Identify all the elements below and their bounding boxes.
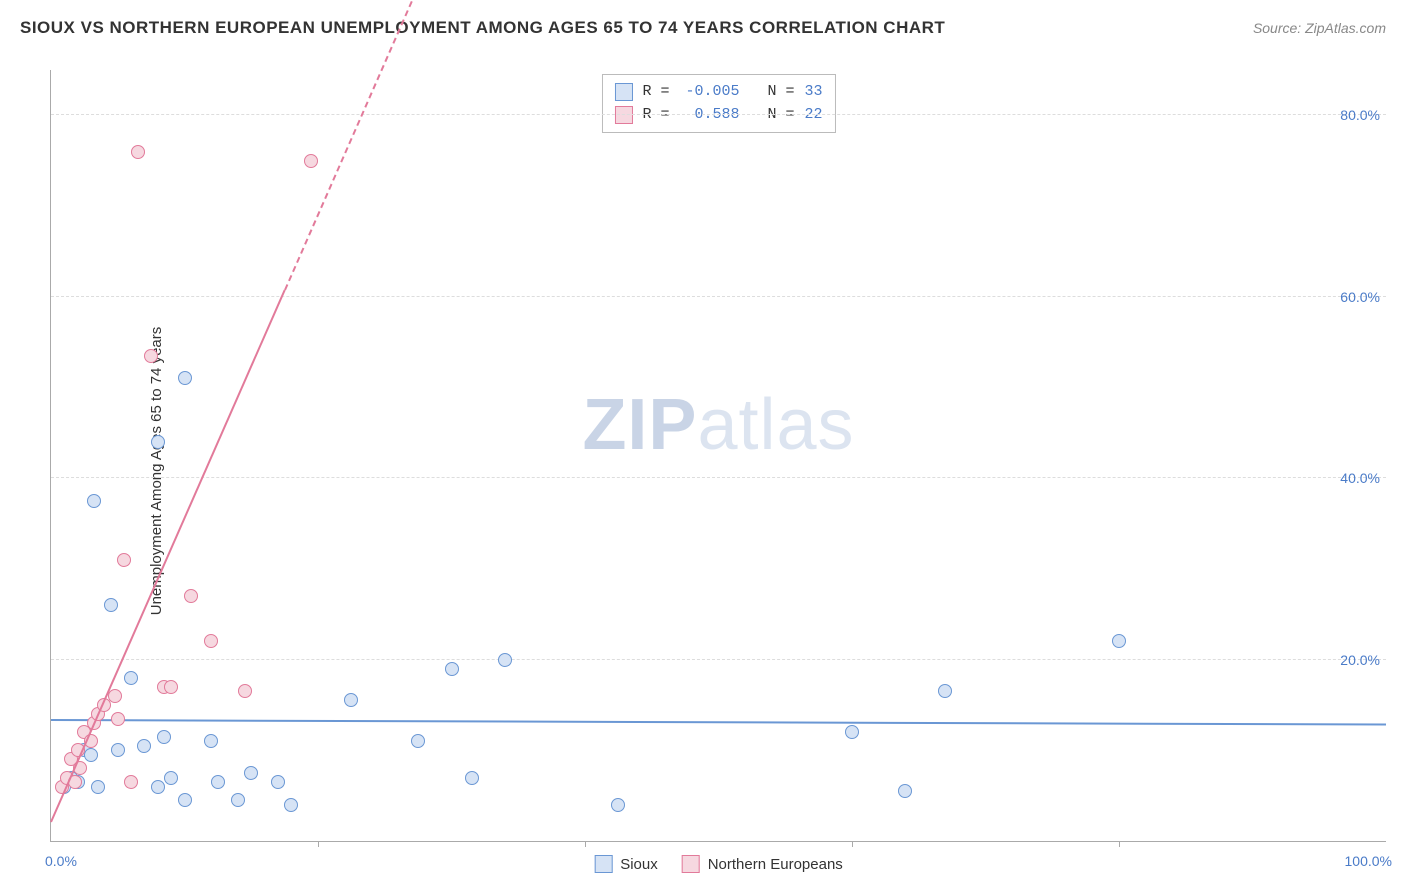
scatter-point: [845, 725, 859, 739]
watermark: ZIPatlas: [582, 384, 854, 466]
scatter-point: [231, 793, 245, 807]
legend-swatch: [614, 83, 632, 101]
scatter-point: [151, 435, 165, 449]
legend-r-label: R =: [642, 81, 669, 104]
scatter-point: [164, 680, 178, 694]
scatter-point: [91, 780, 105, 794]
x-min-label: 0.0%: [45, 853, 77, 869]
scatter-point: [411, 734, 425, 748]
scatter-point: [157, 730, 171, 744]
grid-line: [51, 659, 1386, 660]
series-legend: Sioux Northern Europeans: [594, 855, 843, 873]
scatter-point: [178, 793, 192, 807]
x-tick: [852, 841, 853, 847]
y-tick-label: 60.0%: [1340, 289, 1380, 305]
scatter-point: [938, 684, 952, 698]
scatter-point: [178, 371, 192, 385]
chart-container: Unemployment Among Ages 65 to 74 years Z…: [0, 50, 1406, 892]
source-label: Source: ZipAtlas.com: [1253, 20, 1386, 36]
scatter-point: [344, 693, 358, 707]
scatter-point: [124, 775, 138, 789]
scatter-point: [164, 771, 178, 785]
scatter-point: [131, 145, 145, 159]
scatter-point: [151, 780, 165, 794]
trend-line: [284, 0, 453, 291]
scatter-point: [104, 598, 118, 612]
plot-area: ZIPatlas R = -0.005 N = 33R = 0.588 N = …: [50, 70, 1386, 842]
scatter-point: [498, 653, 512, 667]
y-tick-label: 80.0%: [1340, 107, 1380, 123]
series-label: Northern Europeans: [708, 856, 843, 873]
scatter-point: [184, 589, 198, 603]
scatter-point: [111, 743, 125, 757]
grid-line: [51, 296, 1386, 297]
scatter-point: [284, 798, 298, 812]
scatter-point: [204, 634, 218, 648]
legend-row: R = -0.005 N = 33: [614, 81, 822, 104]
y-tick-label: 20.0%: [1340, 652, 1380, 668]
scatter-point: [611, 798, 625, 812]
x-tick: [585, 841, 586, 847]
scatter-point: [108, 689, 122, 703]
y-tick-label: 40.0%: [1340, 470, 1380, 486]
legend-swatch: [682, 855, 700, 873]
scatter-point: [84, 748, 98, 762]
scatter-point: [244, 766, 258, 780]
scatter-point: [137, 739, 151, 753]
scatter-point: [111, 712, 125, 726]
scatter-point: [1112, 634, 1126, 648]
legend-n-label: N =: [749, 81, 794, 104]
scatter-point: [211, 775, 225, 789]
scatter-point: [124, 671, 138, 685]
correlation-legend: R = -0.005 N = 33R = 0.588 N = 22: [601, 74, 835, 133]
scatter-point: [238, 684, 252, 698]
legend-r-value: -0.005: [679, 81, 739, 104]
trend-line: [51, 719, 1386, 726]
series-legend-item: Northern Europeans: [682, 855, 843, 873]
legend-n-value: 33: [805, 81, 823, 104]
x-tick: [1119, 841, 1120, 847]
scatter-point: [465, 771, 479, 785]
scatter-point: [87, 494, 101, 508]
series-legend-item: Sioux: [594, 855, 658, 873]
scatter-point: [898, 784, 912, 798]
scatter-point: [445, 662, 459, 676]
x-tick: [318, 841, 319, 847]
chart-title: SIOUX VS NORTHERN EUROPEAN UNEMPLOYMENT …: [20, 18, 945, 38]
scatter-point: [117, 553, 131, 567]
x-max-label: 100.0%: [1345, 853, 1392, 869]
legend-swatch: [594, 855, 612, 873]
grid-line: [51, 114, 1386, 115]
series-label: Sioux: [620, 856, 658, 873]
scatter-point: [144, 349, 158, 363]
scatter-point: [304, 154, 318, 168]
grid-line: [51, 477, 1386, 478]
scatter-point: [204, 734, 218, 748]
scatter-point: [271, 775, 285, 789]
